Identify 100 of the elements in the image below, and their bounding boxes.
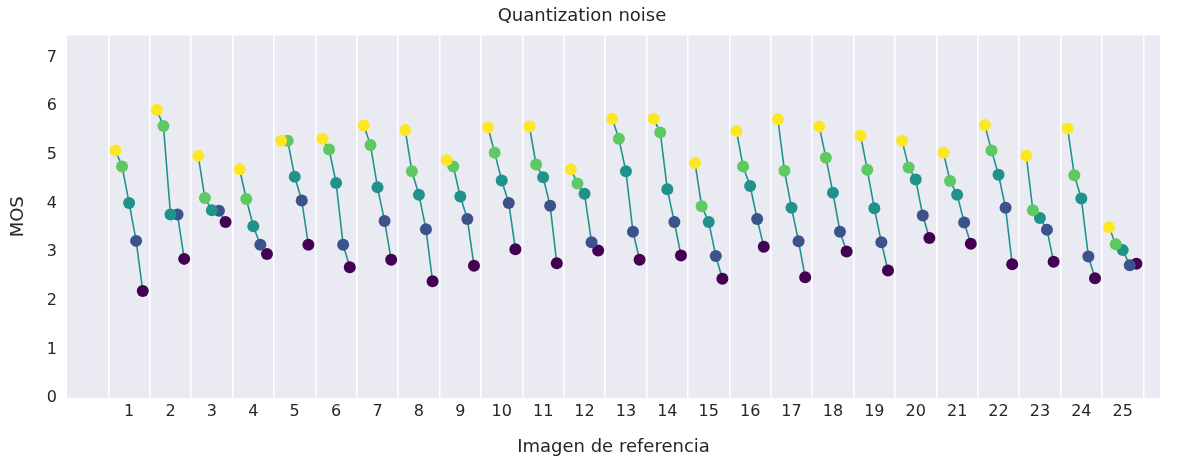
point [875,236,888,249]
point [399,123,412,136]
point [626,225,639,238]
point [730,124,743,137]
point [205,204,218,217]
point [606,112,619,125]
point [778,164,791,177]
point [785,201,798,214]
x-tick-label: 25 [1112,400,1133,420]
point [1026,204,1039,217]
point [502,196,515,209]
point [178,252,191,265]
point [702,215,715,228]
point [571,177,584,190]
point [978,119,991,132]
x-tick-label: 16 [739,400,761,420]
point [951,188,964,201]
y-tick-label: 1 [46,338,57,358]
y-tick-label: 2 [46,289,57,309]
x-tick-label: 10 [491,400,512,420]
point [757,240,770,253]
point [1040,223,1053,236]
point [840,245,853,258]
point [833,225,846,238]
point [654,126,667,139]
x-tick-label: 20 [905,400,926,420]
x-tick-label: 17 [781,400,802,420]
point [495,174,508,187]
point [881,264,894,277]
point [695,200,708,213]
point [192,149,205,162]
x-tick-label: 7 [372,400,383,420]
point [674,249,687,262]
point [364,139,377,152]
y-tick-label: 5 [46,143,57,163]
point [240,193,253,206]
point [578,187,591,200]
point [157,120,170,133]
point [716,272,729,285]
point [826,186,839,199]
chart-title: Quantization noise [497,4,667,26]
point [937,146,950,159]
point [461,212,474,225]
point [1103,221,1116,234]
point [467,259,480,272]
point [1109,238,1122,251]
point [323,143,336,156]
point [233,163,246,176]
point [999,201,1012,214]
x-tick-label: 19 [864,400,885,420]
x-tick-label: 4 [248,400,259,420]
point [668,215,681,228]
x-tick-label: 23 [1029,400,1051,420]
point [958,216,971,229]
point [357,119,370,132]
point [405,165,418,178]
point [771,113,784,126]
point [1020,149,1033,162]
point [585,236,598,249]
point [302,238,315,251]
point [426,275,439,288]
point [123,196,136,209]
point [316,132,329,145]
y-tick-label: 3 [46,241,57,261]
point [1082,250,1095,263]
point [275,134,288,147]
point [902,161,915,174]
point [985,144,998,157]
point [992,168,1005,181]
point [530,158,543,171]
point [330,176,343,189]
x-tick-label: 5 [289,400,300,420]
point [813,120,826,133]
point [254,238,267,251]
point [337,238,350,251]
x-tick-label: 13 [615,400,637,420]
point [419,223,432,236]
point [550,257,563,270]
point [1006,258,1019,271]
x-tick-label: 9 [455,400,466,420]
point [109,144,122,157]
point [523,120,536,133]
point [1123,259,1136,272]
point [482,121,495,134]
point [288,170,301,183]
point [689,157,702,170]
x-tick-label: 8 [413,400,425,420]
point [923,231,936,244]
point [647,112,660,125]
point [371,181,384,194]
point [909,173,922,186]
point [661,183,674,196]
point [440,154,453,167]
point [861,163,874,176]
x-tick-label: 18 [822,400,844,420]
point [1047,255,1060,268]
point [1061,122,1074,135]
x-tick-label: 11 [532,400,554,420]
x-tick-label: 15 [698,400,719,420]
point [198,192,211,205]
